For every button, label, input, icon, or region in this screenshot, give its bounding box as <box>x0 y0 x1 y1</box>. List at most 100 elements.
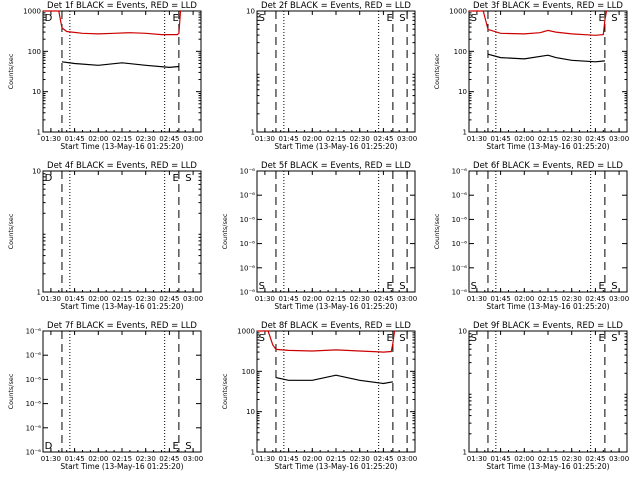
event-marker-label: S <box>259 333 265 344</box>
y-tick-label: 100 <box>454 48 467 56</box>
y-axis-label: Counts/sec <box>433 53 441 89</box>
plot-frame <box>42 170 202 293</box>
plot-frame <box>42 10 202 133</box>
x-tick-label: 02:15 <box>112 295 132 303</box>
y-tick-label: 1 <box>251 449 255 457</box>
y-tick-label: 10 <box>32 88 41 96</box>
y-tick-label: 10⁻⁶ <box>452 240 468 248</box>
x-tick-label: 03:00 <box>397 295 417 303</box>
x-tick-label: 03:00 <box>397 135 417 143</box>
plot-frame <box>256 10 416 133</box>
x-tick-label: 02:30 <box>350 295 370 303</box>
event-marker-label: E <box>599 281 605 292</box>
x-tick-label: 01:30 <box>41 455 61 463</box>
x-tick-label: 02:00 <box>302 455 322 463</box>
x-tick-label: 01:30 <box>467 135 487 143</box>
y-tick-label: 1000 <box>23 8 41 16</box>
x-tick-label: 02:15 <box>538 455 558 463</box>
event-marker-label: E <box>173 441 179 452</box>
event-marker-label: E <box>173 13 179 24</box>
x-tick-label: 02:15 <box>538 135 558 143</box>
x-tick-label: 01:30 <box>255 455 275 463</box>
x-tick-label: 01:30 <box>255 135 275 143</box>
x-tick-label: 02:45 <box>373 295 393 303</box>
x-tick-label: 02:00 <box>514 295 534 303</box>
event-marker-label: S <box>185 441 191 452</box>
x-tick-label: 02:30 <box>136 455 156 463</box>
y-tick-label: 10⁻⁶ <box>240 240 256 248</box>
x-tick-label: 01:45 <box>491 295 511 303</box>
y-tick-label: 10⁻⁶ <box>26 328 42 336</box>
y-tick-label: 10⁻⁶ <box>240 216 256 224</box>
chart-det-5: Det 5f BLACK = Events, RED = LLD 01:30 01:… <box>221 161 417 311</box>
event-marker-label: D <box>45 441 53 452</box>
chart-title: Det 9f BLACK = Events, RED = LLD <box>473 321 623 331</box>
x-tick-label: 01:45 <box>65 135 85 143</box>
x-tick-label: 01:30 <box>41 135 61 143</box>
x-tick-label: 02:15 <box>112 135 132 143</box>
event-marker-label: D <box>45 13 53 24</box>
x-tick-label: 03:00 <box>183 455 203 463</box>
x-tick-label: 01:45 <box>279 295 299 303</box>
event-marker-label: S <box>611 333 617 344</box>
y-tick-label: 10⁻⁶ <box>240 264 256 272</box>
x-axis-label: Start Time (13-May-16 01:25:20) <box>486 462 609 471</box>
plot-frame <box>468 330 628 453</box>
x-axis-label: Start Time (13-May-16 01:25:20) <box>60 142 183 151</box>
y-tick-label: 10⁻⁶ <box>452 264 468 272</box>
event-marker-label: S <box>399 281 405 292</box>
y-tick-label: 10⁻⁶ <box>26 424 42 432</box>
event-marker-label: E <box>173 173 179 184</box>
x-tick-label: 02:15 <box>538 295 558 303</box>
x-tick-label: 02:30 <box>562 295 582 303</box>
event-marker-label: S <box>399 333 405 344</box>
x-tick-label: 01:45 <box>279 135 299 143</box>
chart-det-4: Det 4f BLACK = Events, RED = LLD 01:30 01:… <box>7 161 203 311</box>
y-tick-label: 10⁻⁶ <box>240 289 256 297</box>
event-marker-label: E <box>599 13 605 24</box>
event-marker-label: S <box>185 173 191 184</box>
x-tick-label: 02:30 <box>562 455 582 463</box>
chart-det-1: Det 1f BLACK = Events, RED = LLD 01:30 01:… <box>7 1 203 151</box>
events-series-line <box>275 374 394 385</box>
y-tick-label: 1 <box>251 129 255 137</box>
x-tick-label: 01:30 <box>41 295 61 303</box>
x-tick-label: 02:15 <box>326 455 346 463</box>
x-tick-label: 02:45 <box>585 455 605 463</box>
chart-det-3: Det 3f BLACK = Events, RED = LLD 01:30 01:… <box>433 1 629 151</box>
chart-title: Det 8f BLACK = Events, RED = LLD <box>261 321 411 331</box>
y-axis-label: Counts/sec <box>433 213 441 249</box>
y-axis-label: Counts/sec <box>7 373 15 409</box>
event-marker-label: S <box>611 13 617 24</box>
x-tick-label: 01:30 <box>467 295 487 303</box>
chart-title: Det 4f BLACK = Events, RED = LLD <box>47 161 197 171</box>
x-tick-label: 02:30 <box>562 135 582 143</box>
x-tick-label: 02:00 <box>302 295 322 303</box>
x-axis-label: Start Time (13-May-16 01:25:20) <box>60 462 183 471</box>
x-tick-label: 03:00 <box>609 455 629 463</box>
y-axis-label: Counts/sec <box>7 53 15 89</box>
chart-title: Det 1f BLACK = Events, RED = LLD <box>47 1 197 11</box>
event-marker-label: D <box>45 173 53 184</box>
event-marker-label: E <box>387 281 393 292</box>
y-tick-label: 10 <box>458 88 467 96</box>
y-tick-label: 10 <box>246 8 255 16</box>
y-tick-label: 10 <box>246 408 255 416</box>
x-tick-label: 02:45 <box>373 135 393 143</box>
y-axis-label: Counts/sec <box>7 213 15 249</box>
x-tick-label: 03:00 <box>183 135 203 143</box>
y-tick-label: 10 <box>458 328 467 336</box>
x-tick-label: 01:30 <box>255 295 275 303</box>
event-marker-label: S <box>471 281 477 292</box>
events-series-line <box>61 61 179 69</box>
y-tick-label: 1 <box>463 129 467 137</box>
y-tick-label: 1 <box>463 449 467 457</box>
x-tick-label: 02:45 <box>159 455 179 463</box>
x-tick-label: 02:30 <box>136 135 156 143</box>
x-tick-label: 01:45 <box>65 295 85 303</box>
x-tick-label: 02:00 <box>514 135 534 143</box>
x-tick-label: 03:00 <box>183 295 203 303</box>
lld-series-line <box>257 330 396 353</box>
event-marker-label: S <box>259 281 265 292</box>
